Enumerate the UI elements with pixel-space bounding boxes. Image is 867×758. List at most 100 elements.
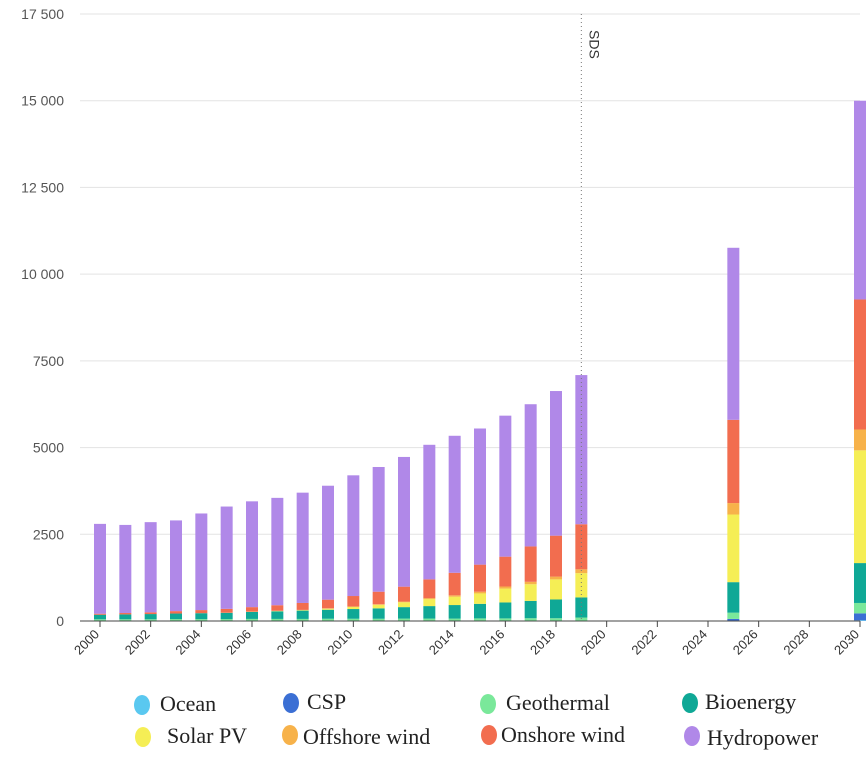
legend-marker: [682, 693, 698, 713]
legend-marker: [480, 694, 496, 714]
bar-segment: [246, 611, 258, 619]
bar-segment: [448, 618, 461, 621]
bar-segment: [854, 613, 866, 621]
bar-segment: [144, 619, 157, 621]
legend-item: Onshore wind: [481, 722, 625, 747]
legend-item: Ocean: [134, 691, 216, 716]
bar-segment: [170, 619, 182, 621]
bar-segment: [271, 618, 284, 621]
bar-segment: [524, 404, 537, 547]
bar-segment: [372, 608, 385, 619]
x-tick-label: 2016: [476, 627, 507, 658]
bar-segment: [854, 450, 866, 564]
bar-segment: [170, 611, 182, 614]
bar-segment: [423, 606, 436, 619]
bar-segment: [499, 602, 512, 619]
bar-stack: [854, 100, 866, 621]
x-tick-label: 2014: [426, 627, 457, 658]
legend: Ocean CSP Geothermal Bioenergy Solar PV Offsh…: [134, 689, 819, 750]
bar-segment: [854, 429, 866, 451]
bar-segment: [347, 606, 360, 610]
legend-item: Hydropower: [684, 725, 819, 750]
bar-segment: [220, 608, 233, 613]
bar-segment: [499, 618, 512, 621]
bar-segment: [94, 523, 106, 614]
bar-stack: [372, 466, 385, 621]
legend-item: CSP: [283, 689, 346, 714]
bar-segment: [448, 605, 461, 619]
y-tick-label: 0: [56, 613, 64, 629]
bar-segment: [524, 581, 537, 585]
bar-segment: [398, 601, 410, 603]
bar-segment: [372, 604, 385, 605]
bar-segment: [372, 618, 385, 621]
bar-segment: [474, 603, 486, 619]
x-tick-label: 2028: [780, 627, 811, 658]
bar-segment: [575, 597, 588, 618]
bar-segment: [144, 612, 157, 615]
bar-stack: [524, 404, 537, 621]
bar-stack: [246, 501, 258, 621]
bar-segment: [854, 563, 866, 603]
bar-segment: [170, 520, 182, 612]
bar-segment: [347, 475, 360, 597]
legend-item: Offshore wind: [282, 724, 430, 749]
bar-segment: [727, 612, 740, 619]
bar-segment: [474, 593, 486, 604]
bar-stack: [347, 475, 360, 621]
bar-segment: [423, 444, 436, 580]
bar-segment: [550, 391, 562, 536]
bar-segment: [398, 602, 410, 608]
bar-stack: [423, 444, 436, 621]
bar-segment: [195, 513, 208, 611]
x-tick-label: 2010: [324, 627, 355, 658]
legend-marker: [283, 693, 299, 713]
bar-segment: [220, 506, 233, 609]
bar-segment: [575, 569, 588, 574]
bar-stack: [398, 456, 410, 621]
bar-segment: [322, 608, 334, 610]
legend-label: Solar PV: [167, 723, 247, 748]
x-tick-label: 2026: [730, 627, 761, 658]
bar-segment: [347, 606, 360, 607]
x-tick-label: 2006: [223, 627, 254, 658]
bar-stack: [144, 522, 157, 621]
bar-stack: [550, 391, 562, 621]
bar-segment: [524, 618, 537, 621]
bar-segment: [524, 546, 537, 582]
bar-segment: [727, 582, 740, 613]
bar-segment: [499, 586, 512, 589]
x-tick-label: 2000: [71, 627, 102, 658]
x-tick-label: 2022: [628, 627, 659, 658]
bar-stack: [119, 524, 132, 621]
bar-segment: [448, 572, 461, 596]
bar-segment: [246, 501, 258, 608]
x-tick-label: 2004: [172, 627, 203, 658]
bar-segment: [398, 586, 410, 602]
bar-segment: [499, 556, 512, 587]
bar-segment: [220, 619, 233, 621]
x-tick-label: 2012: [375, 627, 406, 658]
x-tick-label: 2024: [679, 627, 710, 658]
legend-label: Offshore wind: [303, 724, 430, 749]
bar-segment: [727, 503, 740, 515]
bar-segment: [854, 299, 866, 430]
bar-segment: [322, 609, 334, 619]
bar-segment: [347, 609, 360, 619]
bar-segment: [347, 596, 360, 607]
bar-segment: [296, 618, 309, 621]
bar-stack: [170, 520, 182, 621]
bar-segment: [94, 619, 106, 621]
bar-stack: [94, 523, 106, 621]
bar-segment: [195, 610, 208, 614]
x-tick-label: 2030: [831, 627, 862, 658]
bar-segment: [322, 485, 334, 600]
legend-label: Hydropower: [707, 725, 819, 750]
bar-segment: [220, 612, 233, 620]
bar-segment: [372, 466, 385, 592]
bar-segment: [474, 428, 486, 565]
x-tick-label: 2018: [527, 627, 558, 658]
bar-segment: [296, 610, 309, 611]
bar-segment: [119, 524, 132, 614]
